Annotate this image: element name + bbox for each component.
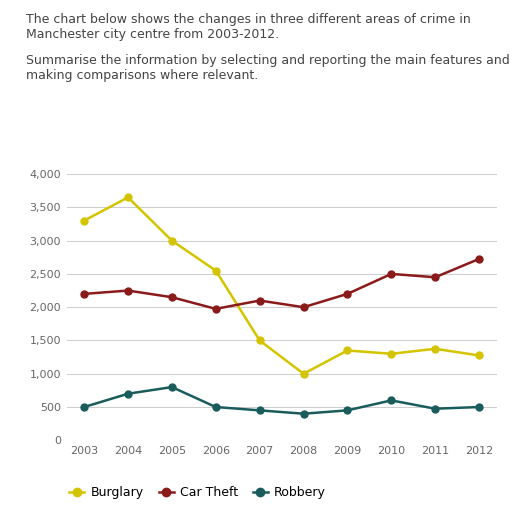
Text: Summarise the information by selecting and reporting the main features and: Summarise the information by selecting a… [26, 54, 509, 67]
Text: making comparisons where relevant.: making comparisons where relevant. [26, 69, 258, 82]
Text: Manchester city centre from 2003-2012.: Manchester city centre from 2003-2012. [26, 28, 279, 41]
Text: The chart below shows the changes in three different areas of crime in: The chart below shows the changes in thr… [26, 13, 471, 26]
Legend: Burglary, Car Theft, Robbery: Burglary, Car Theft, Robbery [64, 481, 331, 504]
